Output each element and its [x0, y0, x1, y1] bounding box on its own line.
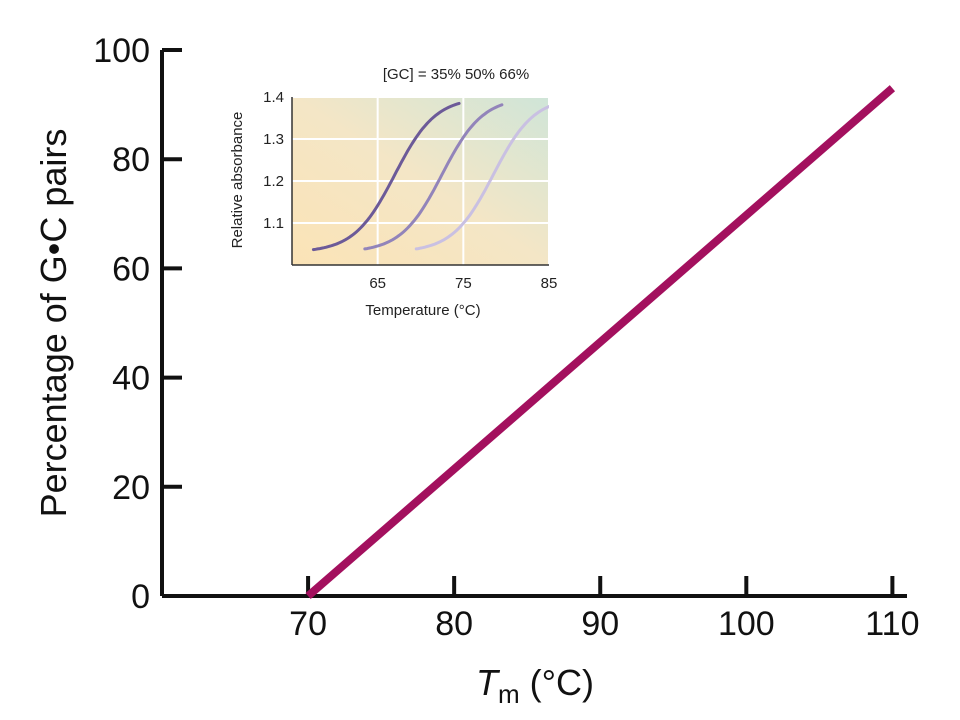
inset-y-tick-label: 1.3: [263, 131, 284, 148]
inset-grid: [292, 96, 550, 265]
main-x-ticks: 70 80 90 100 110: [289, 576, 920, 643]
inset-y-tick-label: 1.2: [263, 173, 284, 190]
inset-y-axis-label: Relative absorbance: [229, 112, 246, 249]
inset-series-layer: [311, 101, 549, 252]
main-chart: Percentage of G•C pairs 0 20 40 60 80 100 70 8…: [33, 32, 920, 709]
inset-title: [GC] = 35% 50% 66%: [383, 66, 529, 83]
main-axes: [160, 50, 907, 598]
main-x-tick-label: 90: [581, 605, 619, 643]
main-y-ticks: 0 20 40 60 80 100: [93, 32, 182, 616]
inset-melting-curve-66pct: [414, 105, 549, 251]
main-y-tick-label: 80: [112, 141, 150, 179]
inset-x-tick-label: 75: [455, 275, 472, 292]
main-y-tick-label: 0: [131, 578, 150, 616]
main-series-line: [305, 85, 896, 600]
main-y-axis-label: Percentage of G•C pairs: [33, 129, 74, 518]
main-x-tick-label: 80: [435, 605, 473, 643]
inset-y-tick-label: 1.1: [263, 215, 284, 232]
inset-y-ticks: 1.1 1.2 1.3 1.4: [263, 89, 284, 232]
main-y-tick-label: 100: [93, 32, 150, 70]
main-y-tick-label: 20: [112, 469, 150, 507]
main-x-tick-label: 100: [718, 605, 775, 643]
main-x-tick-label: 70: [289, 605, 327, 643]
inset-melting-curve-35pct: [311, 101, 461, 252]
inset-x-tick-label: 65: [369, 275, 386, 292]
main-x-tick-label: 110: [865, 605, 919, 643]
inset-x-axis-label: Temperature (°C): [365, 302, 480, 319]
inset-x-tick-label: 85: [541, 275, 558, 292]
inset-x-ticks: 65 75 85: [369, 275, 557, 292]
main-series-layer: [305, 85, 896, 600]
main-y-tick-label: 60: [112, 250, 150, 288]
main-x-axis-label: Tm (°C): [476, 662, 594, 709]
main-y-tick-label: 40: [112, 360, 150, 398]
inset-axes: [291, 97, 549, 266]
inset-y-tick-label: 1.4: [263, 89, 284, 106]
inset-chart: 1.1 1.2 1.3 1.4 65 75 85 [GC] = 35% 50% 66% T…: [229, 66, 557, 319]
inset-melting-curve-50pct: [363, 103, 504, 251]
